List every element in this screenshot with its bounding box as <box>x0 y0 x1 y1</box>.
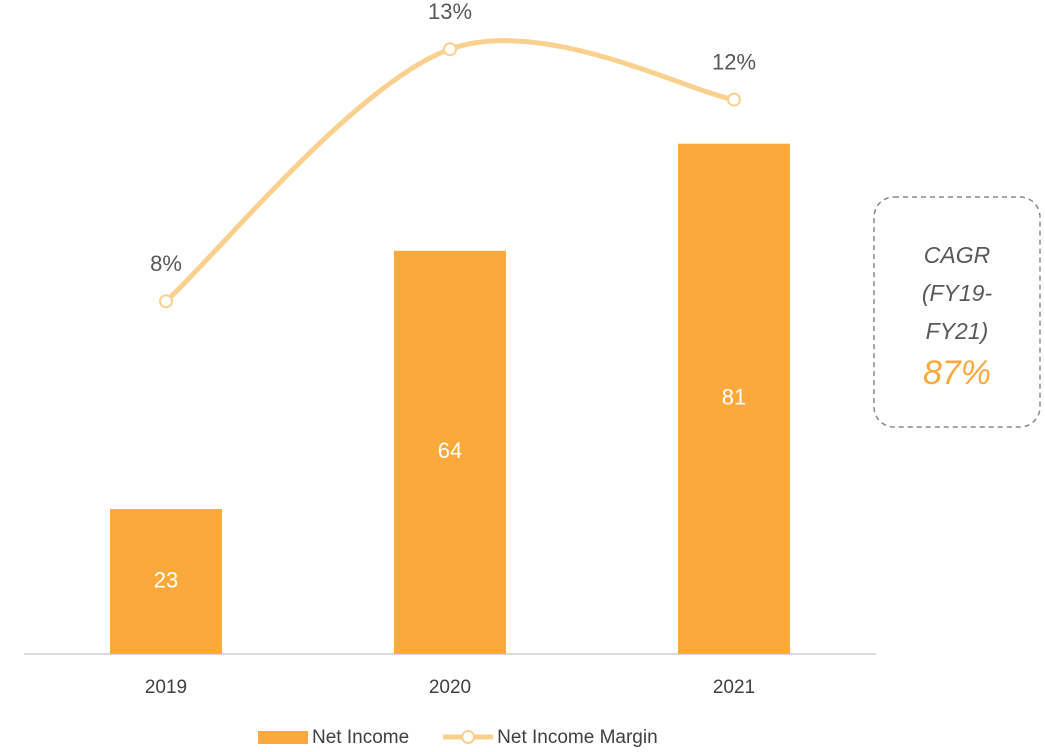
line-value-label: 13% <box>428 0 472 24</box>
bar-value-label: 23 <box>154 567 178 592</box>
legend-swatch-point <box>461 730 476 744</box>
line-point <box>443 42 457 57</box>
line-value-label: 8% <box>150 251 182 276</box>
x-tick-label: 2021 <box>713 677 755 698</box>
annotation-text: (FY19- <box>922 280 993 306</box>
bar-value-label: 64 <box>438 438 462 463</box>
bar <box>110 509 222 654</box>
annotation-box <box>873 196 1041 428</box>
legend-label: Net Income <box>312 727 409 748</box>
x-tick-label: 2019 <box>145 677 187 698</box>
x-tick-label: 2020 <box>429 677 471 698</box>
annotation-text: FY21) <box>926 318 989 344</box>
bar-value-label: 81 <box>722 385 746 410</box>
bar <box>394 250 506 655</box>
legend-label: Net Income Margin <box>497 727 658 748</box>
annotation-text: CAGR <box>924 242 990 268</box>
line-point <box>727 92 741 107</box>
annotation-value: 87% <box>923 354 991 392</box>
line-point <box>159 294 173 309</box>
legend-swatch <box>258 731 308 744</box>
bar <box>678 143 790 654</box>
line-value-label: 12% <box>712 49 756 74</box>
